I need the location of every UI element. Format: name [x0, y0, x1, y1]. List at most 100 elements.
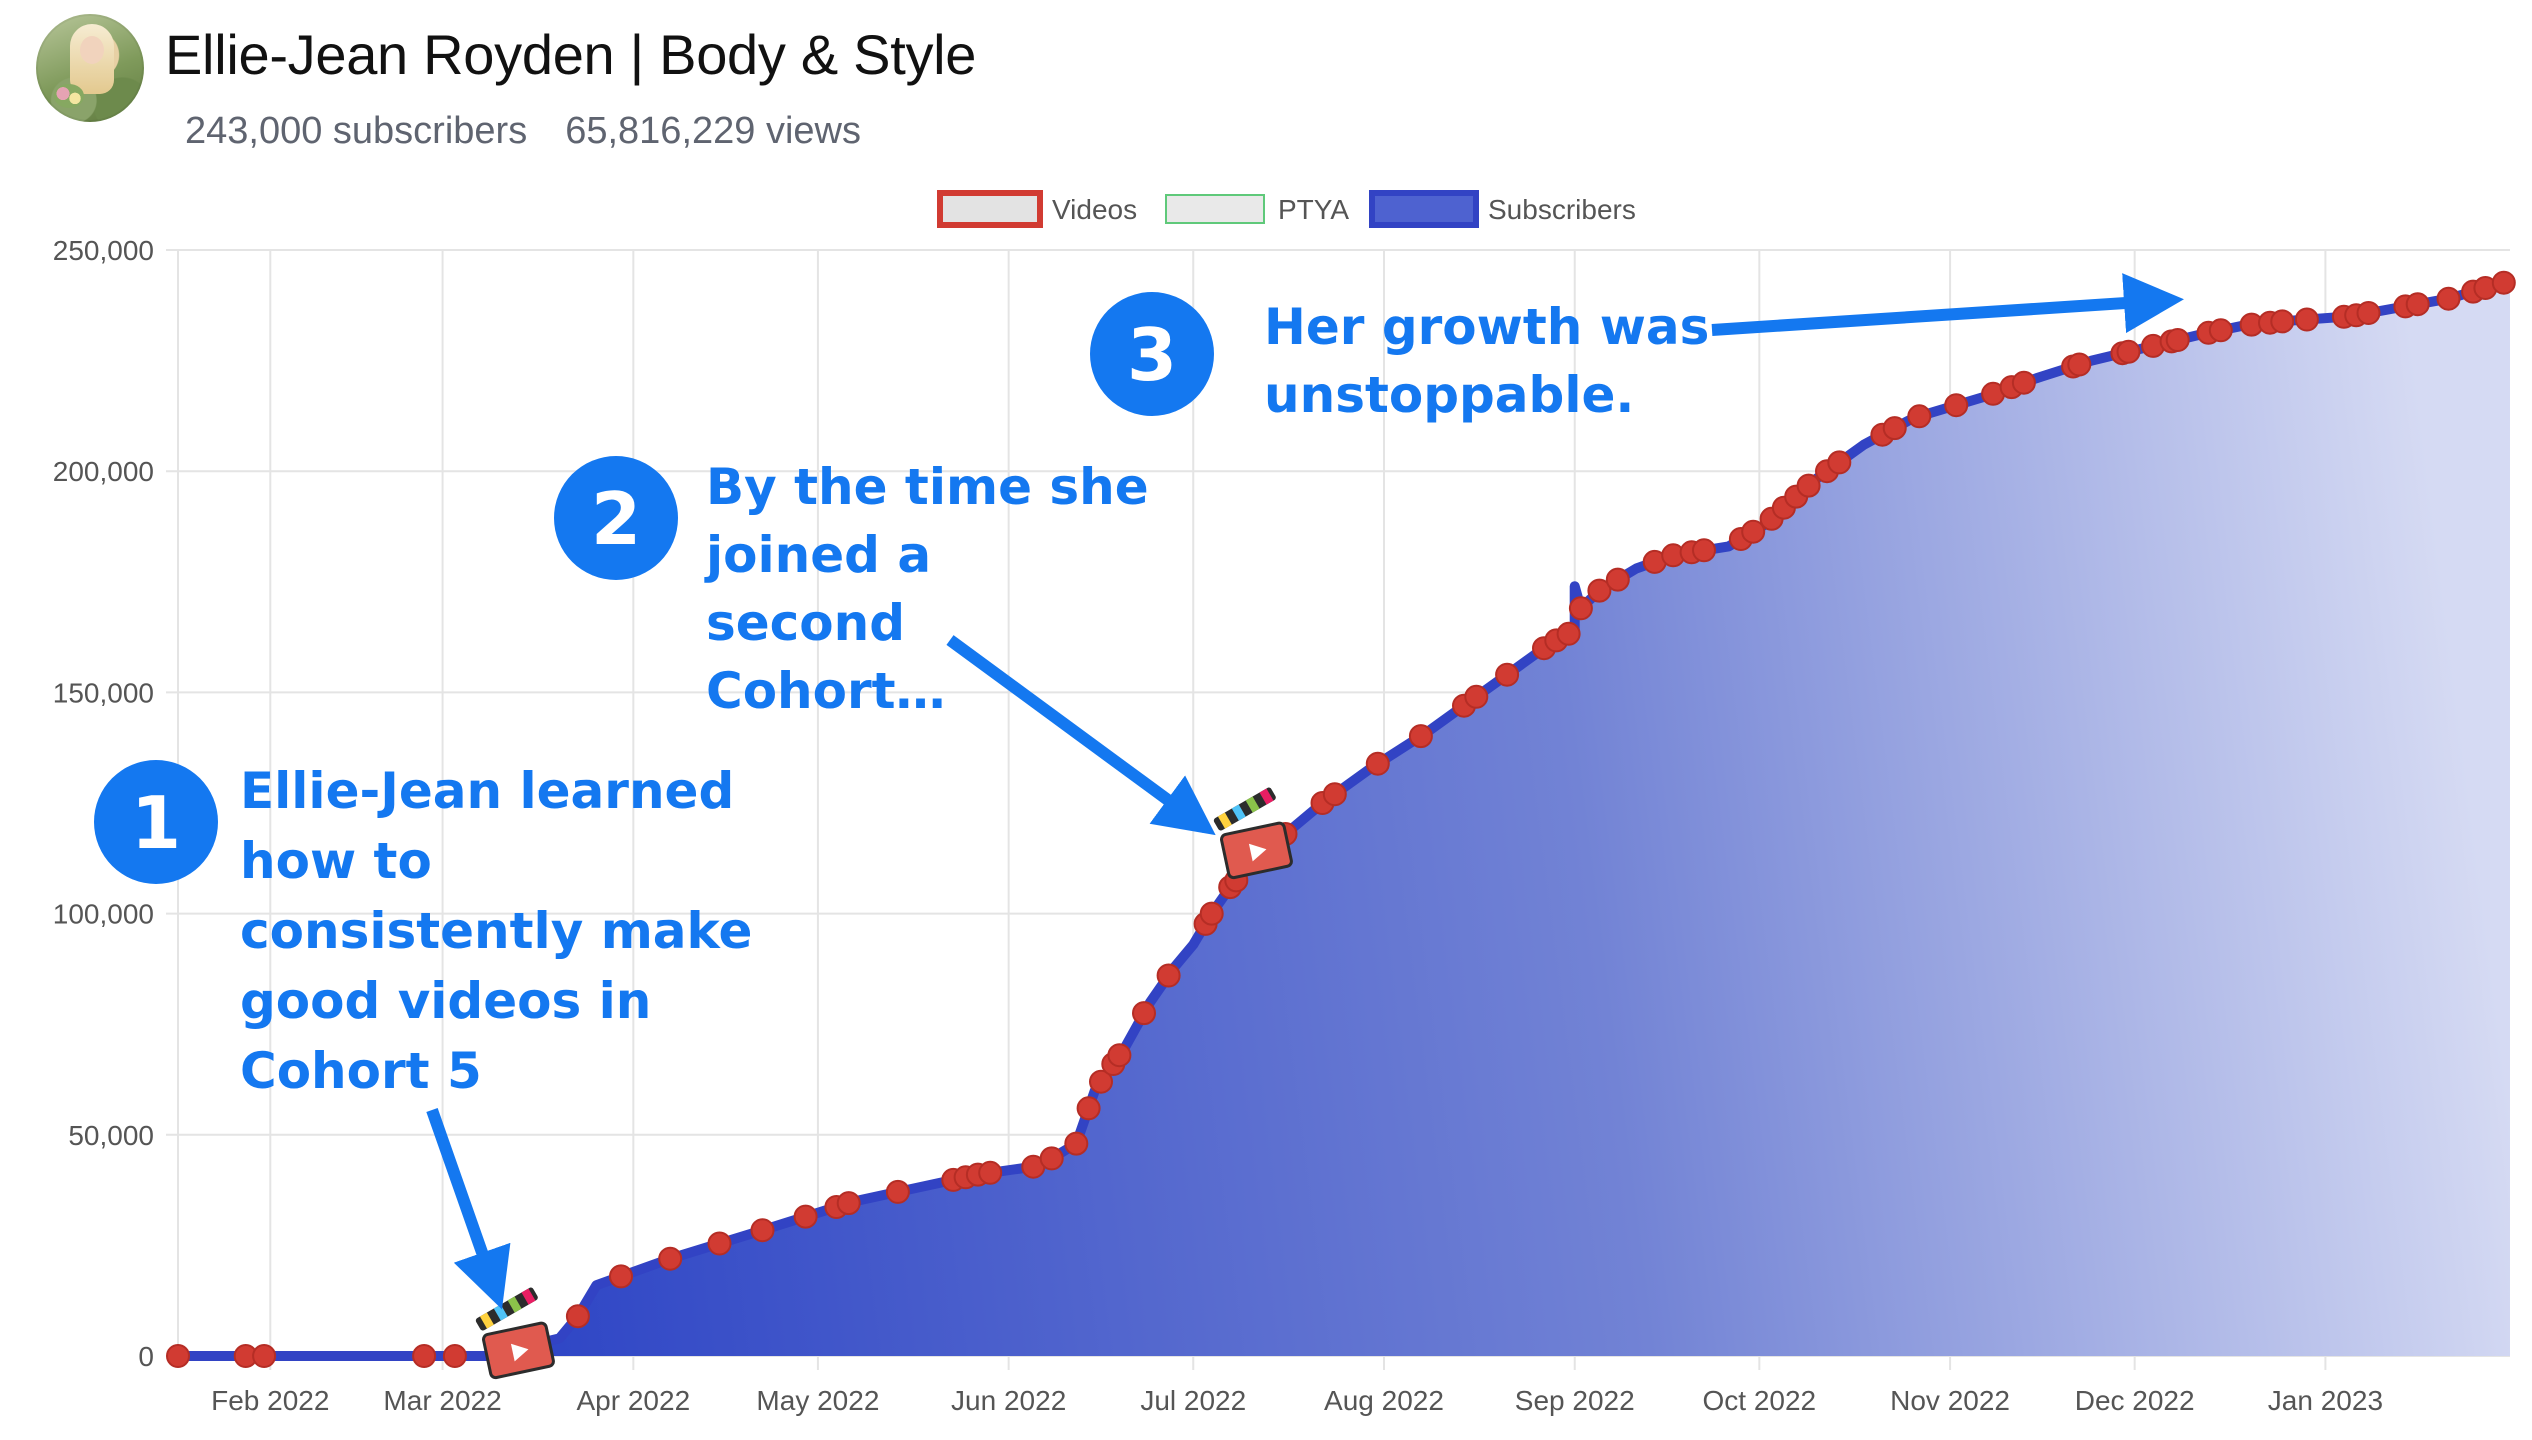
video-point	[2011, 370, 2036, 395]
subscriber-count: 243,000 subscribers	[185, 110, 528, 152]
x-axis-ticks: Feb 2022 Mar 2022 Apr 2022 May 2022 Jun 2022…	[211, 1385, 2383, 1416]
y-tick-label: 250,000	[53, 235, 154, 266]
video-point	[609, 1264, 633, 1289]
video-point	[1039, 1146, 1064, 1171]
annotation-2-number: 2	[591, 477, 641, 561]
video-point	[1907, 404, 1932, 429]
channel-title[interactable]: Ellie-Jean Royden | Body & Style	[165, 23, 977, 86]
video-point	[1322, 782, 1347, 807]
x-tick-label: Jan 2023	[2268, 1385, 2383, 1416]
annotation-2-line-1: By the time she	[706, 458, 1149, 516]
y-axis-ticks: 0 50,000 100,000 150,000 200,000 250,000	[53, 235, 154, 1372]
x-tick-label: Jun 2022	[951, 1385, 1066, 1416]
video-point	[2067, 352, 2092, 377]
video-point	[750, 1218, 775, 1243]
y-tick-label: 200,000	[53, 456, 154, 487]
annotation-3-number: 3	[1127, 313, 1177, 397]
x-tick-label: Feb 2022	[211, 1385, 329, 1416]
video-point	[1882, 416, 1907, 441]
annotation-1-line-1: Ellie-Jean learned	[240, 762, 734, 820]
video-point	[1587, 578, 1612, 603]
video-point	[565, 1304, 590, 1329]
x-tick-label: Oct 2022	[1703, 1385, 1817, 1416]
annotation-1-number: 1	[131, 781, 181, 865]
video-point	[252, 1344, 277, 1368]
video-point	[2436, 286, 2461, 311]
annotation-1-badge	[94, 760, 218, 884]
video-point	[412, 1344, 437, 1368]
video-point	[2405, 292, 2430, 317]
y-tick-label: 150,000	[53, 677, 154, 708]
video-point	[1827, 450, 1852, 475]
annotation-3: 3 Her growth was unstoppable.	[1090, 273, 2184, 424]
x-tick-label: Aug 2022	[1324, 1385, 1444, 1416]
chart-legend: Videos PTYA Subscribers	[937, 190, 1636, 228]
video-point	[2270, 309, 2295, 334]
video-point	[658, 1246, 683, 1271]
legend-item-videos[interactable]: Videos	[937, 190, 1137, 228]
legend-swatch-ptya	[1165, 194, 1265, 224]
legend-label-subscribers: Subscribers	[1488, 194, 1636, 225]
video-point	[1556, 621, 1581, 646]
annotation-3-line-2: unstoppable.	[1264, 366, 1634, 424]
video-point	[2294, 307, 2319, 332]
videos-series	[166, 270, 2516, 1368]
annotation-2-line-4: Cohort…	[706, 662, 946, 720]
annotation-1-line-2: how to	[240, 832, 432, 890]
legend-swatch-subscribers	[1369, 190, 1479, 228]
video-point	[2165, 328, 2190, 352]
legend-item-ptya[interactable]: PTYA	[1165, 194, 1349, 225]
video-point	[793, 1204, 818, 1229]
video-point	[2491, 270, 2516, 295]
video-point	[1495, 662, 1520, 687]
x-tick-label: Dec 2022	[2075, 1385, 2195, 1416]
clapperboard-icon	[1213, 787, 1293, 880]
view-count: 65,816,229 views	[565, 110, 861, 152]
video-point	[1156, 963, 1181, 988]
video-point	[836, 1191, 861, 1216]
annotation-2-line-2: joined a	[704, 526, 931, 584]
video-point	[1568, 596, 1593, 621]
y-tick-label: 0	[138, 1341, 154, 1372]
x-tick-label: Apr 2022	[577, 1385, 691, 1416]
annotation-3-badge	[1090, 292, 1214, 416]
legend-item-subscribers[interactable]: Subscribers	[1369, 190, 1636, 228]
video-point	[1107, 1043, 1132, 1068]
avatar-face	[80, 36, 104, 64]
legend-label-videos: Videos	[1052, 194, 1137, 225]
annotation-1-line-4: good videos in	[240, 972, 651, 1030]
video-point	[1199, 901, 1224, 926]
annotation-3-line-1: Her growth was	[1264, 298, 1709, 356]
subscribers-area	[178, 281, 2510, 1356]
annotation-1: 1 Ellie-Jean learned how to consistently…	[94, 760, 752, 1310]
video-point	[2356, 301, 2381, 325]
video-point	[1408, 724, 1433, 749]
video-point	[1064, 1131, 1089, 1156]
channel-header: Ellie-Jean Royden | Body & Style 243,000…	[0, 0, 2532, 170]
avatar[interactable]	[36, 14, 144, 122]
video-point	[1464, 684, 1489, 709]
legend-label-ptya: PTYA	[1278, 194, 1349, 225]
y-tick-label: 50,000	[68, 1120, 154, 1151]
x-tick-label: Jul 2022	[1140, 1385, 1246, 1416]
video-point	[1944, 393, 1969, 418]
annotation-1-line-3: consistently make	[240, 902, 752, 960]
video-point	[1089, 1069, 1113, 1094]
x-tick-label: Sep 2022	[1515, 1385, 1635, 1416]
video-point	[1741, 519, 1766, 544]
video-point	[2116, 339, 2141, 364]
video-point	[1132, 1001, 1156, 1026]
video-point	[707, 1231, 732, 1256]
annotation-2-line-3: second	[706, 594, 905, 652]
video-point	[1365, 751, 1390, 776]
video-point	[1796, 473, 1821, 498]
annotation-2-arrow	[946, 635, 1216, 836]
video-point	[2208, 318, 2233, 343]
annotation-3-arrow	[1711, 273, 2184, 336]
video-point	[885, 1179, 910, 1204]
annotation-2: 2 By the time she joined a second Cohort…	[554, 456, 1216, 836]
avatar-flowers	[54, 84, 84, 108]
annotation-1-line-5: Cohort 5	[240, 1042, 482, 1100]
x-tick-label: Mar 2022	[383, 1385, 501, 1416]
